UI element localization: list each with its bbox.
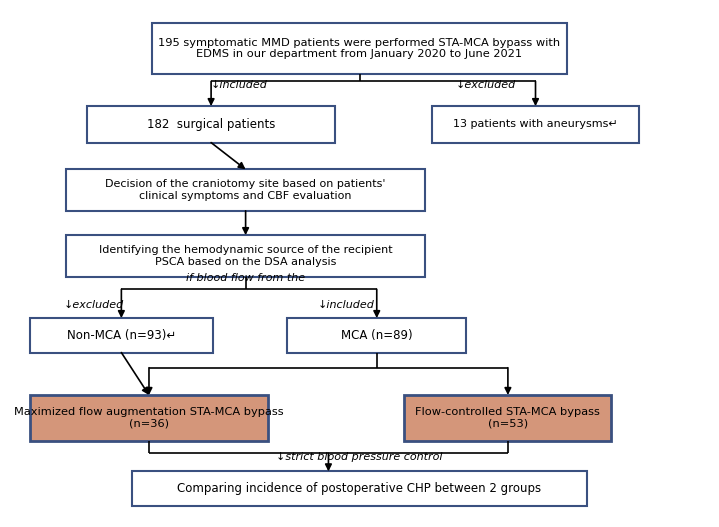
Text: Maximized flow augmentation STA-MCA bypass
(n=36): Maximized flow augmentation STA-MCA bypa… bbox=[14, 407, 284, 428]
FancyBboxPatch shape bbox=[87, 106, 335, 143]
Text: ↓included: ↓included bbox=[211, 80, 268, 90]
Text: ↓strict blood pressure control: ↓strict blood pressure control bbox=[276, 452, 443, 462]
FancyBboxPatch shape bbox=[152, 23, 567, 74]
Text: ↓excluded: ↓excluded bbox=[64, 300, 124, 310]
FancyBboxPatch shape bbox=[404, 395, 611, 441]
FancyBboxPatch shape bbox=[287, 318, 467, 353]
Text: if blood flow from the: if blood flow from the bbox=[186, 272, 305, 282]
FancyBboxPatch shape bbox=[432, 106, 639, 143]
Text: 182  surgical patients: 182 surgical patients bbox=[147, 118, 275, 131]
FancyBboxPatch shape bbox=[30, 318, 213, 353]
Text: MCA (n=89): MCA (n=89) bbox=[341, 329, 413, 342]
Text: 13 patients with aneurysms↵: 13 patients with aneurysms↵ bbox=[453, 120, 618, 129]
Text: ↓excluded: ↓excluded bbox=[456, 80, 516, 90]
Text: Identifying the hemodynamic source of the recipient
PSCA based on the DSA analys: Identifying the hemodynamic source of th… bbox=[99, 245, 393, 267]
FancyBboxPatch shape bbox=[132, 472, 587, 506]
Text: 195 symptomatic MMD patients were performed STA-MCA bypass with
EDMS in our depa: 195 symptomatic MMD patients were perfor… bbox=[158, 38, 561, 59]
Text: Flow-controlled STA-MCA bypass
(n=53): Flow-controlled STA-MCA bypass (n=53) bbox=[416, 407, 600, 428]
FancyBboxPatch shape bbox=[66, 235, 425, 277]
FancyBboxPatch shape bbox=[30, 395, 268, 441]
Text: ↓included: ↓included bbox=[318, 300, 375, 310]
FancyBboxPatch shape bbox=[66, 169, 425, 211]
Text: Non-MCA (n=93)↵: Non-MCA (n=93)↵ bbox=[67, 329, 176, 342]
Text: Comparing incidence of postoperative CHP between 2 groups: Comparing incidence of postoperative CHP… bbox=[178, 482, 541, 495]
Text: Decision of the craniotomy site based on patients'
clinical symptoms and CBF eva: Decision of the craniotomy site based on… bbox=[106, 179, 386, 201]
